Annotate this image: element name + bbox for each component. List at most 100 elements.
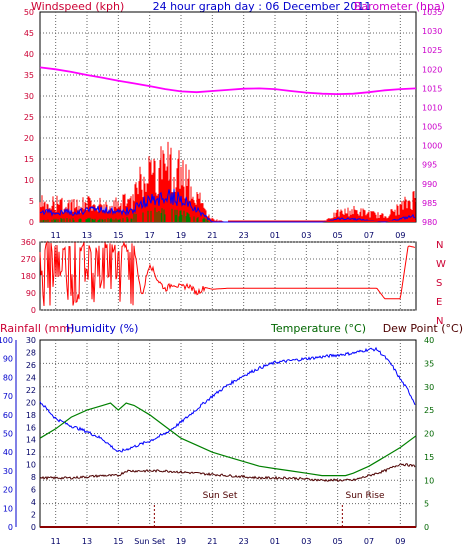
rain-tick-label: 26	[26, 361, 36, 370]
temp-x-tick-label: 11	[51, 537, 61, 546]
hum-tick-label: 20	[3, 486, 13, 495]
rain-tick-label: 16	[26, 423, 36, 432]
series-layer	[39, 66, 417, 528]
rain-tick-label: 24	[26, 373, 36, 382]
baro-tick-label: 1015	[422, 84, 442, 93]
wind-direction-series	[39, 240, 416, 307]
rain-tick-label: 20	[26, 398, 36, 407]
dir-tick-label: 90	[26, 289, 36, 298]
rain-tick-label: 30	[26, 336, 36, 345]
wind-x-tick-label: 07	[364, 231, 374, 240]
baro-tick-label: 990	[422, 180, 437, 189]
temp-tick-label: 5	[424, 500, 429, 509]
baro-tick-label: 1010	[422, 103, 442, 112]
temp-x-tick-label: 03	[301, 537, 311, 546]
temp-tick-label: 40	[424, 336, 434, 345]
temp-tick-label: 20	[424, 430, 434, 439]
temp-tick-label: 10	[424, 476, 434, 485]
temp-x-tick-label: Sun Set	[134, 537, 165, 546]
temperature-series	[39, 402, 417, 477]
barometer-label: Barometer (hpa)	[354, 0, 445, 13]
wind-x-tick-label: 03	[301, 231, 311, 240]
humidity-series	[39, 346, 416, 453]
wind-baro-panel	[39, 11, 417, 223]
dir-tick-label: 360	[21, 238, 36, 247]
baro-tick-label: 1030	[422, 27, 442, 36]
temp-tick-label: 30	[424, 383, 434, 392]
windspeed-label: Windspeed (kph)	[31, 0, 124, 13]
humidity-label: Humidity (%)	[66, 322, 138, 335]
temperature-label: Temperature (°C)	[270, 322, 366, 335]
temp-x-tick-label: 21	[207, 537, 217, 546]
wind-calm-series	[40, 207, 209, 222]
temp-x-tick-label: 23	[239, 537, 249, 546]
wind-gust-series	[39, 188, 416, 223]
temp-x-tick-label: 09	[395, 537, 405, 546]
rain-tick-label: 12	[26, 448, 36, 457]
wind-tick-label: 15	[24, 155, 34, 164]
hum-tick-label: 50	[3, 430, 13, 439]
rain-tick-label: 6	[31, 486, 36, 495]
dir-tick-label: 180	[21, 272, 36, 281]
dir-tick-label: 0	[31, 306, 36, 315]
compass-label: N	[436, 316, 443, 327]
wind-tick-label: 40	[24, 50, 34, 59]
rain-tick-label: 18	[26, 411, 36, 420]
hum-tick-label: 40	[3, 448, 13, 457]
barometer-series	[39, 66, 417, 96]
rain-tick-label: 14	[26, 436, 36, 445]
sunrise-label: Sun Rise	[346, 491, 385, 501]
wind-tick-label: 50	[24, 8, 34, 17]
baro-tick-label: 1025	[422, 46, 442, 55]
wind-x-tick-label: 11	[51, 231, 61, 240]
hum-tick-label: 60	[3, 411, 13, 420]
rain-tick-label: 28	[26, 348, 36, 357]
compass-label: N	[436, 240, 443, 251]
hum-tick-label: 10	[3, 504, 13, 513]
baro-tick-label: 1035	[422, 8, 442, 17]
wind-x-tick-label: 13	[82, 231, 92, 240]
rain-tick-label: 2	[31, 511, 36, 520]
temp-tick-label: 25	[424, 406, 434, 415]
temp-tick-label: 15	[424, 453, 434, 462]
hum-tick-label: 80	[3, 373, 13, 382]
wind-x-tick-label: 19	[176, 231, 186, 240]
compass-label: E	[436, 297, 442, 308]
temp-x-tick-label: 07	[364, 537, 374, 546]
wind-tick-label: 5	[29, 197, 34, 206]
temp-tick-label: 35	[424, 359, 434, 368]
baro-tick-label: 1020	[422, 65, 442, 74]
wind-tick-label: 30	[24, 92, 34, 101]
wind-tick-label: 25	[24, 113, 34, 122]
rain-tick-label: 10	[26, 461, 36, 470]
wind-x-tick-label: 21	[207, 231, 217, 240]
temp-x-tick-label: 13	[82, 537, 92, 546]
temp-tick-label: 0	[424, 523, 429, 532]
temp-x-tick-label: 19	[176, 537, 186, 546]
hum-tick-label: 0	[8, 523, 13, 532]
wind-x-tick-label: 15	[113, 231, 123, 240]
hum-tick-label: 70	[3, 392, 13, 401]
sunset-label: Sun Set	[203, 491, 238, 501]
wind-direction-panel	[39, 241, 417, 311]
wind-x-tick-label: 23	[239, 231, 249, 240]
dir-tick-label: 270	[21, 255, 36, 264]
baro-tick-label: 995	[422, 161, 437, 170]
wind-x-tick-label: 17	[145, 231, 155, 240]
wind-x-tick-label: 05	[333, 231, 343, 240]
hum-tick-label: 30	[3, 467, 13, 476]
baro-tick-label: 1000	[422, 142, 442, 151]
temp-hum-panel	[39, 339, 417, 528]
wind-x-tick-label: 09	[395, 231, 405, 240]
dewpoint-series	[39, 463, 416, 482]
compass-label: W	[436, 259, 446, 270]
rainfall-label: Rainfall (mm)	[0, 322, 74, 335]
baro-tick-label: 985	[422, 199, 437, 208]
wind-tick-label: 45	[24, 29, 34, 38]
compass-label: S	[436, 278, 442, 289]
wind-tick-label: 20	[24, 134, 34, 143]
temp-x-tick-label: 01	[270, 537, 280, 546]
temp-x-tick-label: 05	[333, 537, 343, 546]
rain-tick-label: 0	[31, 523, 36, 532]
